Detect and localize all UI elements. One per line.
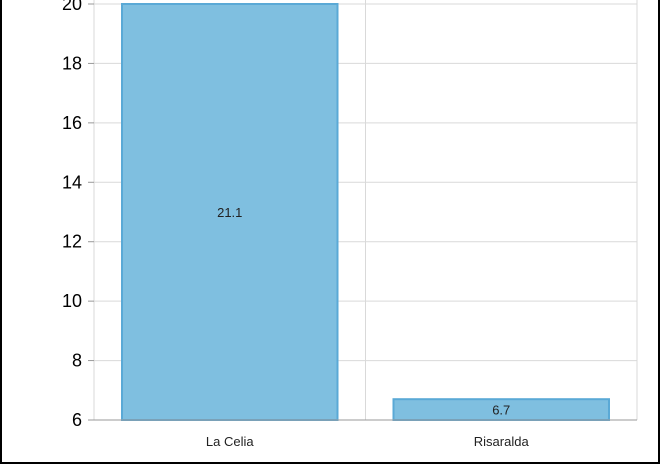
x-tick-label: La Celia: [206, 434, 254, 449]
y-tick-label: 6: [72, 410, 82, 430]
y-tick-label: 16: [62, 113, 82, 133]
y-tick-label: 10: [62, 291, 82, 311]
y-tick-label: 18: [62, 53, 82, 73]
y-tick-label: 20: [62, 0, 82, 14]
y-tick-label: 12: [62, 232, 82, 252]
data-label: 6.7: [492, 403, 510, 418]
y-tick-label: 8: [72, 351, 82, 371]
data-label: 21.1: [217, 205, 242, 220]
bar-la-celia: [121, 3, 339, 421]
x-tick-label: Risaralda: [474, 434, 530, 449]
y-tick-label: 14: [62, 172, 82, 192]
